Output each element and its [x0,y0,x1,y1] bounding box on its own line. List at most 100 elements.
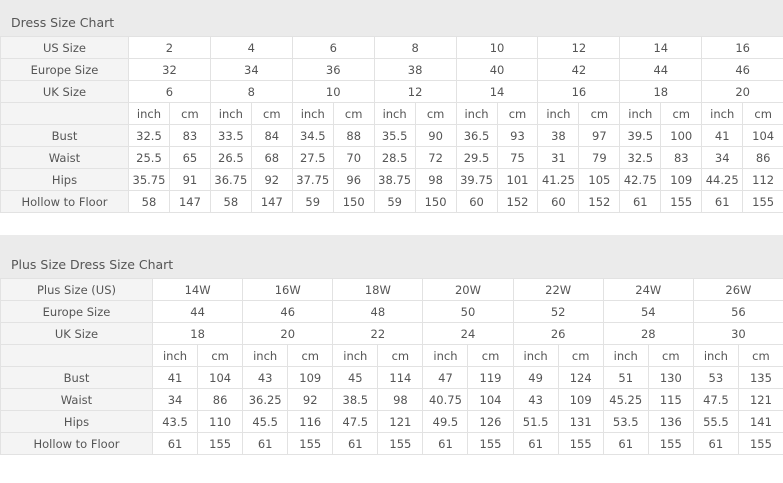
row-label-uk-size: UK Size [0,322,153,345]
size-value-cell: 20 [701,80,783,103]
measure-cell: 34 [701,146,744,169]
size-value-cell: 16 [701,36,783,59]
row-label-hollow-to-floor: Hollow to Floor [0,432,153,455]
size-value-cell: 2 [128,36,211,59]
measure-cell: 114 [377,366,424,389]
size-value-cell: 54 [602,300,694,323]
measure-cell: 60 [455,190,498,213]
chart-title-bar: Plus Size Dress Size Chart [0,235,783,278]
measure-cell: 34 [151,388,199,411]
measure-cell: 72 [414,146,457,169]
size-row: Europe Size 44 46 48 50 52 54 56 [0,300,783,323]
table-row: Bust 41 104 43 109 45 114 47 119 49 124 51 130 53 135 [0,366,783,389]
size-chart-table: US Size 2 4 6 8 10 12 14 16 Europe Size 32 34 36 38 40… [0,36,783,213]
measure-cell: 58 [209,190,252,213]
measure-cell: 45 [332,366,379,389]
row-label-plus-size-us-: Plus Size (US) [0,278,153,301]
measure-cell: 84 [250,124,293,147]
unit-header-inch: inch [242,344,289,367]
unit-header-cm: cm [557,344,604,367]
measure-cell: 150 [414,190,457,213]
measure-cell: 115 [647,388,694,411]
size-value-cell: 38 [373,58,457,81]
unit-header-cm: cm [414,102,457,125]
chart-title: Dress Size Chart [11,15,115,30]
measure-cell: 65 [168,146,211,169]
measure-cell: 55.5 [692,410,739,433]
measure-cell: 92 [250,168,293,191]
measure-cell: 109 [557,388,604,411]
size-value-cell: 8 [373,36,457,59]
unit-header-cm: cm [647,344,694,367]
row-label-hips: Hips [0,410,153,433]
measure-cell: 86 [197,388,244,411]
measure-cell: 116 [287,410,334,433]
size-value-cell: 34 [209,58,293,81]
measure-cell: 61 [692,432,739,455]
measure-cell: 135 [737,366,783,389]
size-row: UK Size 18 20 22 24 26 28 30 [0,322,783,345]
unit-row: inch cm inch cm inch cm inch cm inch cm inch cm inch… [0,102,783,125]
unit-header-inch: inch [692,344,739,367]
row-label-europe-size: Europe Size [0,300,153,323]
unit-row-label-spacer [0,344,153,367]
measure-cell: 25.5 [128,146,170,169]
chart-gap [0,213,783,235]
measure-cell: 155 [557,432,604,455]
unit-header-inch: inch [455,102,498,125]
measure-cell: 32.5 [619,146,662,169]
measure-cell: 61 [332,432,379,455]
measure-cell: 32.5 [128,124,170,147]
measure-cell: 124 [557,366,604,389]
measure-cell: 42.75 [619,168,662,191]
size-value-cell: 24W [602,278,694,301]
measure-cell: 126 [467,410,514,433]
size-value-cell: 22W [512,278,604,301]
measure-cell: 40.75 [422,388,469,411]
measure-cell: 61 [422,432,469,455]
measure-cell: 61 [512,432,559,455]
measure-cell: 61 [701,190,744,213]
measure-cell: 121 [377,410,424,433]
measure-cell: 152 [496,190,539,213]
measure-cell: 41 [701,124,744,147]
measure-cell: 43 [242,366,289,389]
measure-cell: 43 [512,388,559,411]
measure-cell: 51 [602,366,649,389]
unit-header-inch: inch [151,344,199,367]
measure-cell: 33.5 [209,124,252,147]
measure-cell: 68 [250,146,293,169]
size-value-cell: 40 [455,58,539,81]
row-label-europe-size: Europe Size [0,58,129,81]
measure-cell: 26.5 [209,146,252,169]
size-charts-root: Dress Size Chart US Size 2 4 6 8 10 12 14 16 Europ… [0,0,783,455]
size-value-cell: 12 [373,80,457,103]
row-label-us-size: US Size [0,36,129,59]
measure-cell: 109 [660,168,703,191]
size-value-cell: 10 [455,36,539,59]
chart-title-bar: Dress Size Chart [0,0,783,36]
measure-cell: 28.5 [373,146,416,169]
unit-header-cm: cm [168,102,211,125]
unit-header-inch: inch [537,102,580,125]
measure-cell: 83 [660,146,703,169]
measure-cell: 147 [250,190,293,213]
measure-cell: 49.5 [422,410,469,433]
measure-cell: 155 [287,432,334,455]
size-value-cell: 56 [692,300,783,323]
size-value-cell: 30 [692,322,783,345]
size-value-cell: 42 [537,58,621,81]
measure-cell: 49 [512,366,559,389]
row-label-bust: Bust [0,366,153,389]
size-value-cell: 44 [151,300,244,323]
unit-header-inch: inch [701,102,744,125]
measure-cell: 61 [242,432,289,455]
row-label-hollow-to-floor: Hollow to Floor [0,190,129,213]
table-row: Hollow to Floor 58 147 58 147 59 150 59 150 60 152… [0,190,783,213]
unit-header-inch: inch [332,344,379,367]
table-row: Hollow to Floor 61 155 61 155 61 155 61 155 61 155… [0,432,783,455]
unit-header-inch: inch [209,102,252,125]
measure-cell: 90 [414,124,457,147]
measure-cell: 47.5 [692,388,739,411]
measure-cell: 155 [377,432,424,455]
